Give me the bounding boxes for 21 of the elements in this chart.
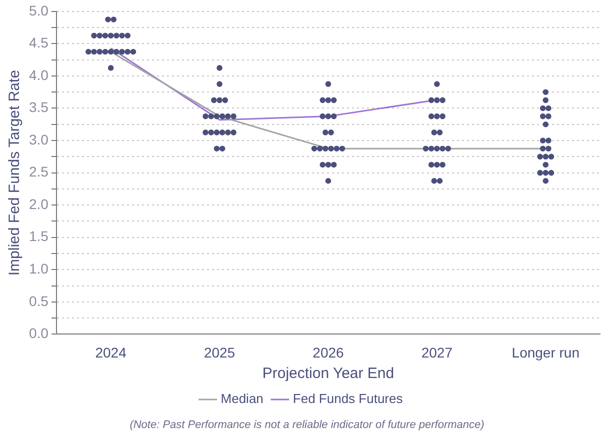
y-axis-title: Implied Fed Funds Target Rate <box>6 70 24 276</box>
y-tick-label: 0.5 <box>28 292 49 309</box>
legend-label: Fed Funds Futures <box>292 391 404 406</box>
y-tick-label: 2.0 <box>28 196 49 212</box>
y-tick-label: 1.5 <box>28 228 49 244</box>
x-tick-label: 2025 <box>204 344 236 360</box>
y-tick-label: 4.5 <box>28 34 49 51</box>
y-tick-label: 3.0 <box>28 131 49 148</box>
x-axis-title: Projection Year End <box>262 365 394 382</box>
x-tick-label: 2027 <box>421 344 453 360</box>
y-tick-label: 4.0 <box>28 66 49 83</box>
x-tick-label: 2024 <box>95 344 127 360</box>
y-tick-label: 2.5 <box>28 164 49 180</box>
y-tick-label: 3.5 <box>28 99 49 116</box>
legend-label: Median <box>220 391 264 406</box>
y-tick-label: 0.0 <box>28 325 49 342</box>
text: (Note: Past Performance is not a reliable indicator of future performance) <box>128 419 486 431</box>
x-tick-label: 2026 <box>312 344 344 360</box>
y-tick-label: 5.0 <box>28 2 49 18</box>
x-tick-label: Longer run <box>512 344 580 360</box>
y-tick-label: 1.0 <box>28 260 49 276</box>
